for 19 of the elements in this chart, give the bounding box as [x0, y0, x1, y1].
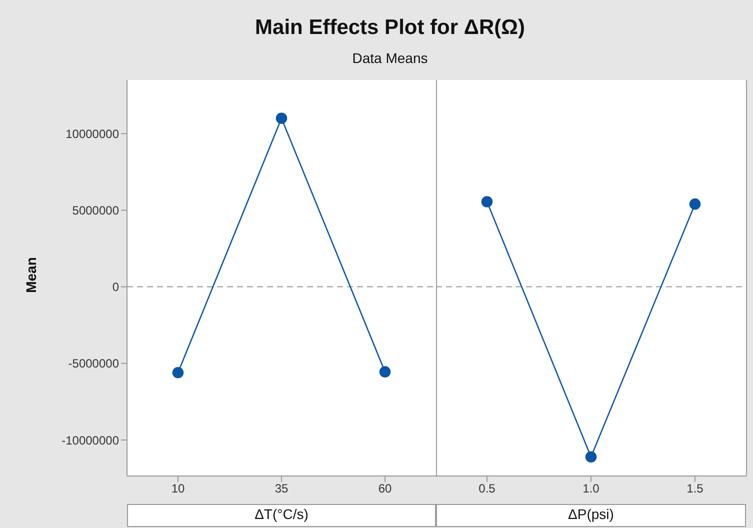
x-tick-label: 10	[171, 482, 185, 496]
y-axis-title: Mean	[23, 256, 39, 295]
y-tick-label: 0	[112, 280, 120, 294]
y-tick-label: 10000000	[66, 126, 120, 141]
y-tick-label: 5000000	[72, 203, 120, 218]
x-tick-label: 1.5	[686, 482, 704, 496]
point	[172, 366, 184, 378]
y-tick-label: -10000000	[62, 433, 120, 448]
x-tick-label: 60	[378, 482, 392, 496]
chart-subtitle: Data Means	[351, 50, 429, 66]
x-tick-label: 35	[274, 482, 288, 496]
point	[276, 112, 288, 124]
point	[379, 366, 391, 378]
x-tick-label: 0.5	[478, 482, 496, 496]
y-tick-label: -5000000	[68, 356, 120, 371]
x-tick-label: 1.0	[582, 482, 600, 496]
x-axis-title: ΔP(psi)	[436, 504, 746, 527]
x-axis-title: ΔT(°C/s)	[127, 504, 436, 527]
chart-title: Main Effects Plot for ΔR(Ω)	[254, 16, 526, 40]
